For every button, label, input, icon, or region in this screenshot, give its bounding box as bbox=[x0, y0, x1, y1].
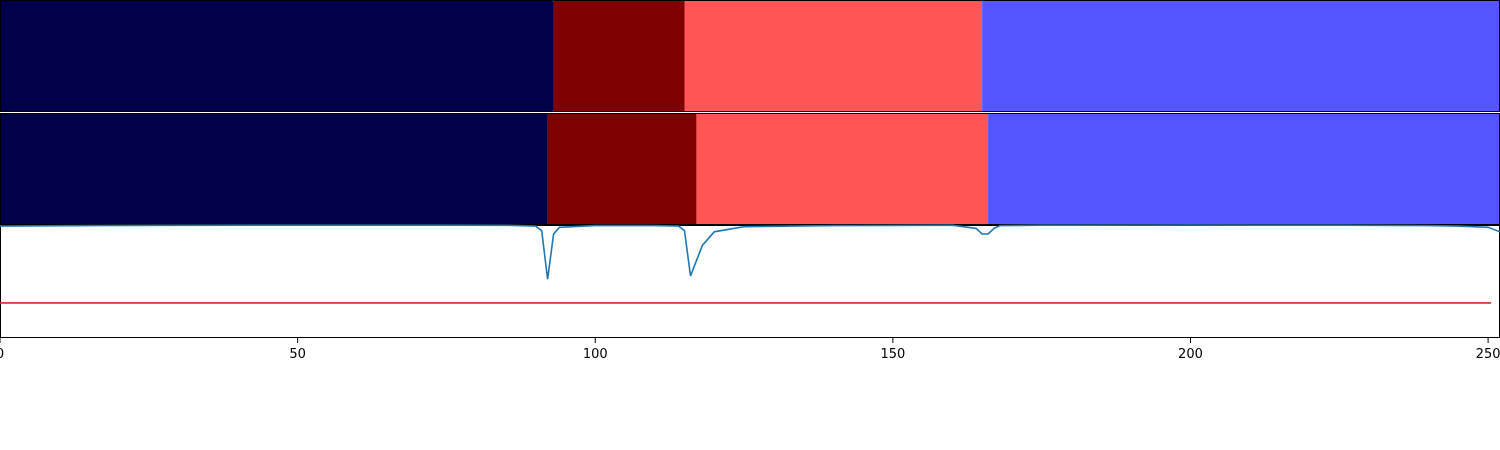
x-tick-label: 100 bbox=[583, 347, 608, 362]
segment-1 bbox=[0, 0, 554, 112]
segment-4 bbox=[988, 113, 1500, 225]
x-tick-label: 150 bbox=[880, 347, 905, 362]
segment-4 bbox=[982, 0, 1500, 112]
plot-frame bbox=[0, 225, 1500, 338]
segment-1 bbox=[0, 113, 548, 225]
boundary-score-plot bbox=[0, 224, 1500, 338]
segmentation-track-1 bbox=[0, 0, 1500, 112]
segment-3 bbox=[696, 113, 989, 225]
segment-2 bbox=[553, 0, 685, 112]
segment-2 bbox=[547, 113, 697, 225]
series-line-1 bbox=[0, 224, 1500, 280]
segment-3 bbox=[684, 0, 983, 112]
x-tick-label: 200 bbox=[1178, 347, 1203, 362]
x-axis: 0 50 100 150 200 250 bbox=[0, 338, 1500, 362]
segmentation-track-2 bbox=[0, 113, 1500, 225]
x-tick-label: 250 bbox=[1476, 347, 1500, 362]
x-tick-label: 50 bbox=[289, 347, 306, 362]
x-tick-label: 0 bbox=[0, 347, 4, 362]
